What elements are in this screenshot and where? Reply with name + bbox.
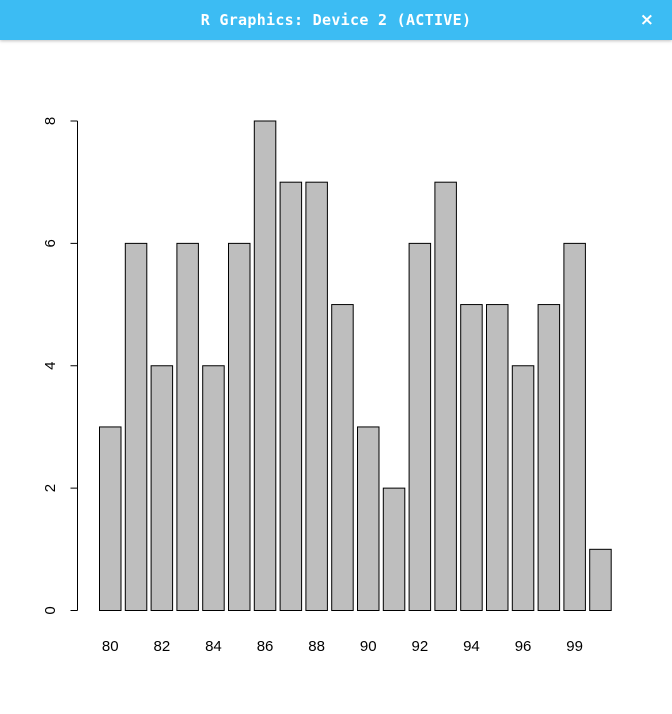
bar-100 — [589, 548, 612, 611]
bar-94 — [460, 304, 483, 611]
bar-84 — [202, 365, 225, 611]
x-tick-label: 90 — [360, 638, 377, 655]
x-tick-label: 82 — [154, 638, 171, 655]
bar-81 — [124, 242, 148, 611]
bar-96 — [511, 365, 535, 611]
bar-82 — [150, 365, 174, 611]
y-axis: 0 2 4 6 8 — [42, 117, 78, 615]
y-tick-label: 6 — [42, 239, 59, 247]
bar-chart: 0 2 4 6 8 80 82 84 86 88 90 92 94 96 99 — [42, 117, 612, 655]
bar-80 — [99, 426, 122, 611]
close-button[interactable]: × — [639, 10, 654, 30]
bar-88 — [305, 181, 328, 611]
bar-91 — [382, 487, 406, 611]
bar-99 — [563, 242, 586, 611]
bar-93 — [434, 181, 457, 611]
window-title: R Graphics: Device 2 (ACTIVE) — [200, 11, 472, 29]
bar-97 — [537, 304, 561, 611]
bar-89 — [331, 304, 354, 611]
bar-86 — [253, 120, 277, 611]
bar-85 — [228, 242, 251, 611]
x-tick-label: 92 — [412, 638, 429, 655]
bar-83 — [176, 242, 199, 611]
x-tick-label: 99 — [566, 638, 583, 655]
y-tick-label: 0 — [42, 606, 59, 614]
plot-area: 0 2 4 6 8 80 82 84 86 88 90 92 94 96 99 — [0, 40, 672, 714]
bar-87 — [279, 181, 303, 611]
x-tick-label: 80 — [102, 638, 119, 655]
x-tick-label: 86 — [257, 638, 274, 655]
y-tick-label: 4 — [42, 362, 59, 370]
bar-90 — [357, 426, 380, 611]
bar-92 — [408, 242, 432, 611]
y-tick-label: 2 — [42, 484, 59, 492]
bars — [99, 120, 612, 611]
x-axis-labels: 80 82 84 86 88 90 92 94 96 99 — [102, 638, 583, 655]
x-tick-label: 96 — [515, 638, 532, 655]
bar-95 — [486, 304, 509, 611]
x-tick-label: 88 — [308, 638, 325, 655]
x-tick-label: 94 — [463, 638, 480, 655]
x-tick-label: 84 — [205, 638, 222, 655]
title-bar: R Graphics: Device 2 (ACTIVE) × — [0, 0, 672, 40]
y-tick-label: 8 — [42, 117, 59, 125]
